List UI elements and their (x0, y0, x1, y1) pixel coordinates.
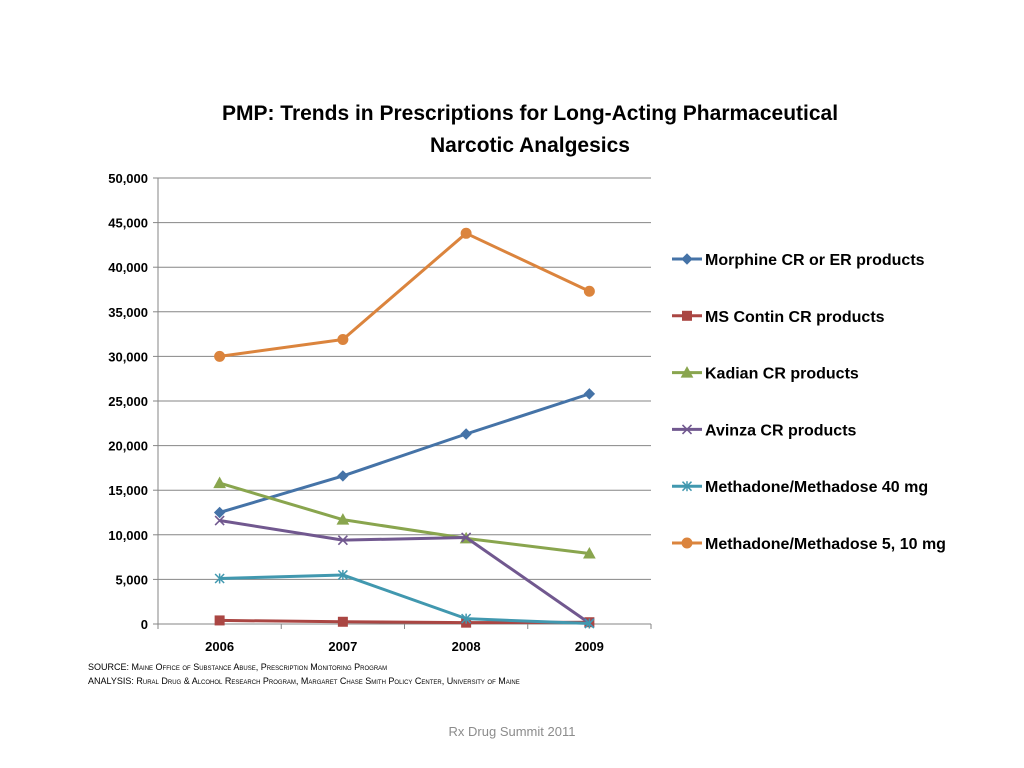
legend-item-kadian-cr-products: Kadian CR products (672, 366, 859, 383)
legend-item-methadone-methadose-40-mg: Methadone/Methadose 40 mg (672, 479, 928, 496)
data-point (214, 573, 225, 584)
legend-label: MS Contin CR products (705, 309, 885, 326)
legend: Morphine CR or ER products MS Contin CR p… (672, 252, 946, 553)
legend-marker (681, 481, 693, 492)
chart-title: PMP: Trends in Prescriptions for Long-Ac… (190, 98, 870, 162)
chart-title-line-2: Narcotic Analgesics (430, 134, 630, 157)
y-tick-label: 0 (141, 617, 148, 632)
legend-label: Methadone/Methadose 5, 10 mg (705, 536, 946, 553)
legend-label-line: MS Contin CR products (705, 309, 885, 326)
data-point (583, 285, 595, 297)
chart-title-line-1: PMP: Trends in Prescriptions for Long-Ac… (221, 102, 839, 125)
data-point (461, 613, 472, 624)
legend-item-morphine-cr-or-er-products: Morphine CR or ER products (672, 252, 925, 269)
y-tick-label: 20,000 (108, 439, 148, 454)
data-point (213, 506, 226, 519)
source-text: Maine Office of Substance Abuse, Prescri… (131, 662, 388, 672)
data-point (337, 569, 348, 580)
data-point (584, 618, 595, 629)
legend-item-avinza-cr-products: Avinza CR products (672, 422, 857, 439)
source-note: SOURCE: Maine Office of Substance Abuse,… (88, 661, 387, 673)
y-tick-label: 35,000 (108, 305, 148, 320)
marker-stroke (214, 515, 225, 526)
analysis-text: Rural Drug & Alcohol Research Program, M… (136, 676, 520, 686)
y-tick-label: 15,000 (108, 483, 148, 498)
x-tick-label: 2006 (205, 639, 234, 654)
y-tick-label: 25,000 (108, 394, 148, 409)
data-point (214, 615, 225, 626)
data-point (213, 476, 226, 489)
data-point (460, 227, 472, 239)
legend-item-methadone-methadose-5-10-mg: Methadone/Methadose 5, 10 mg (672, 536, 946, 553)
analysis-note: ANALYSIS: Rural Drug & Alcohol Research … (88, 675, 520, 687)
series-morphine-cr-or-er-products (213, 388, 596, 519)
analysis-label: ANALYSIS: (88, 676, 134, 686)
legend-label: Methadone/Methadose 40 mg (705, 479, 928, 496)
data-point (337, 535, 348, 546)
y-tick-label: 40,000 (108, 260, 148, 275)
data-point (460, 428, 472, 440)
series-line (219, 231, 591, 358)
x-tick-label: 2008 (452, 639, 481, 654)
y-tick-label: 30,000 (108, 349, 148, 364)
series-kadian-cr-products (213, 476, 596, 559)
data-point (336, 513, 350, 525)
series-line (219, 519, 591, 625)
series-methadone-methadose-40-mg (214, 569, 595, 629)
legend-label: Kadian CR products (705, 366, 859, 383)
series-group (213, 227, 596, 629)
data-point (214, 515, 225, 526)
series-avinza-cr-products (214, 515, 595, 629)
legend-label-line: Methadone/Methadose 5, 10 mg (705, 536, 946, 553)
gridlines (158, 177, 651, 580)
legend-marker (681, 537, 693, 549)
source-label: SOURCE: (88, 662, 130, 672)
data-point (583, 546, 596, 559)
legend-label-line: Methadone/Methadose 40 mg (705, 479, 928, 496)
data-point (214, 350, 226, 362)
footer-text: Rx Drug Summit 2011 (448, 724, 576, 739)
data-point (337, 470, 349, 482)
legend-label-line: Morphine CR or ER products (705, 252, 925, 269)
line-chart: 0 5,000 10,000 15,000 20,000 25,000 30,000 35,0… (108, 171, 946, 654)
marker-stroke (681, 424, 693, 435)
legend-label: Morphine CR or ER products (705, 252, 925, 269)
y-tick-label: 50,000 (108, 171, 148, 186)
marker-stroke (337, 535, 348, 546)
legend-label-line: Kadian CR products (705, 366, 859, 383)
y-tick-label: 45,000 (108, 216, 148, 231)
series-line (219, 573, 590, 626)
legend-item-ms-contin-cr-products: MS Contin CR products (672, 309, 885, 326)
legend-marker (680, 366, 694, 378)
data-point (337, 333, 349, 345)
y-tick-label: 10,000 (108, 528, 148, 543)
legend-marker (681, 424, 693, 435)
marker-stroke (461, 532, 472, 543)
y-axis-ticks: 0 5,000 10,000 15,000 20,000 25,000 30,000 35,0… (108, 171, 158, 632)
y-tick-label: 5,000 (115, 572, 148, 587)
legend-marker (681, 253, 693, 265)
series-methadone-methadose-5-10-mg (214, 227, 595, 362)
x-tick-label: 2007 (328, 639, 357, 654)
data-point (461, 532, 472, 543)
series-line (219, 481, 590, 556)
x-axis-ticks: 2006 2007 2008 2009 (157, 624, 652, 654)
data-point (583, 388, 596, 400)
x-tick-label: 2009 (575, 639, 604, 654)
series-line (219, 392, 590, 514)
data-point (337, 616, 348, 627)
legend-label-line: Avinza CR products (705, 422, 857, 439)
legend-label: Avinza CR products (705, 422, 857, 439)
legend-marker (682, 310, 692, 321)
